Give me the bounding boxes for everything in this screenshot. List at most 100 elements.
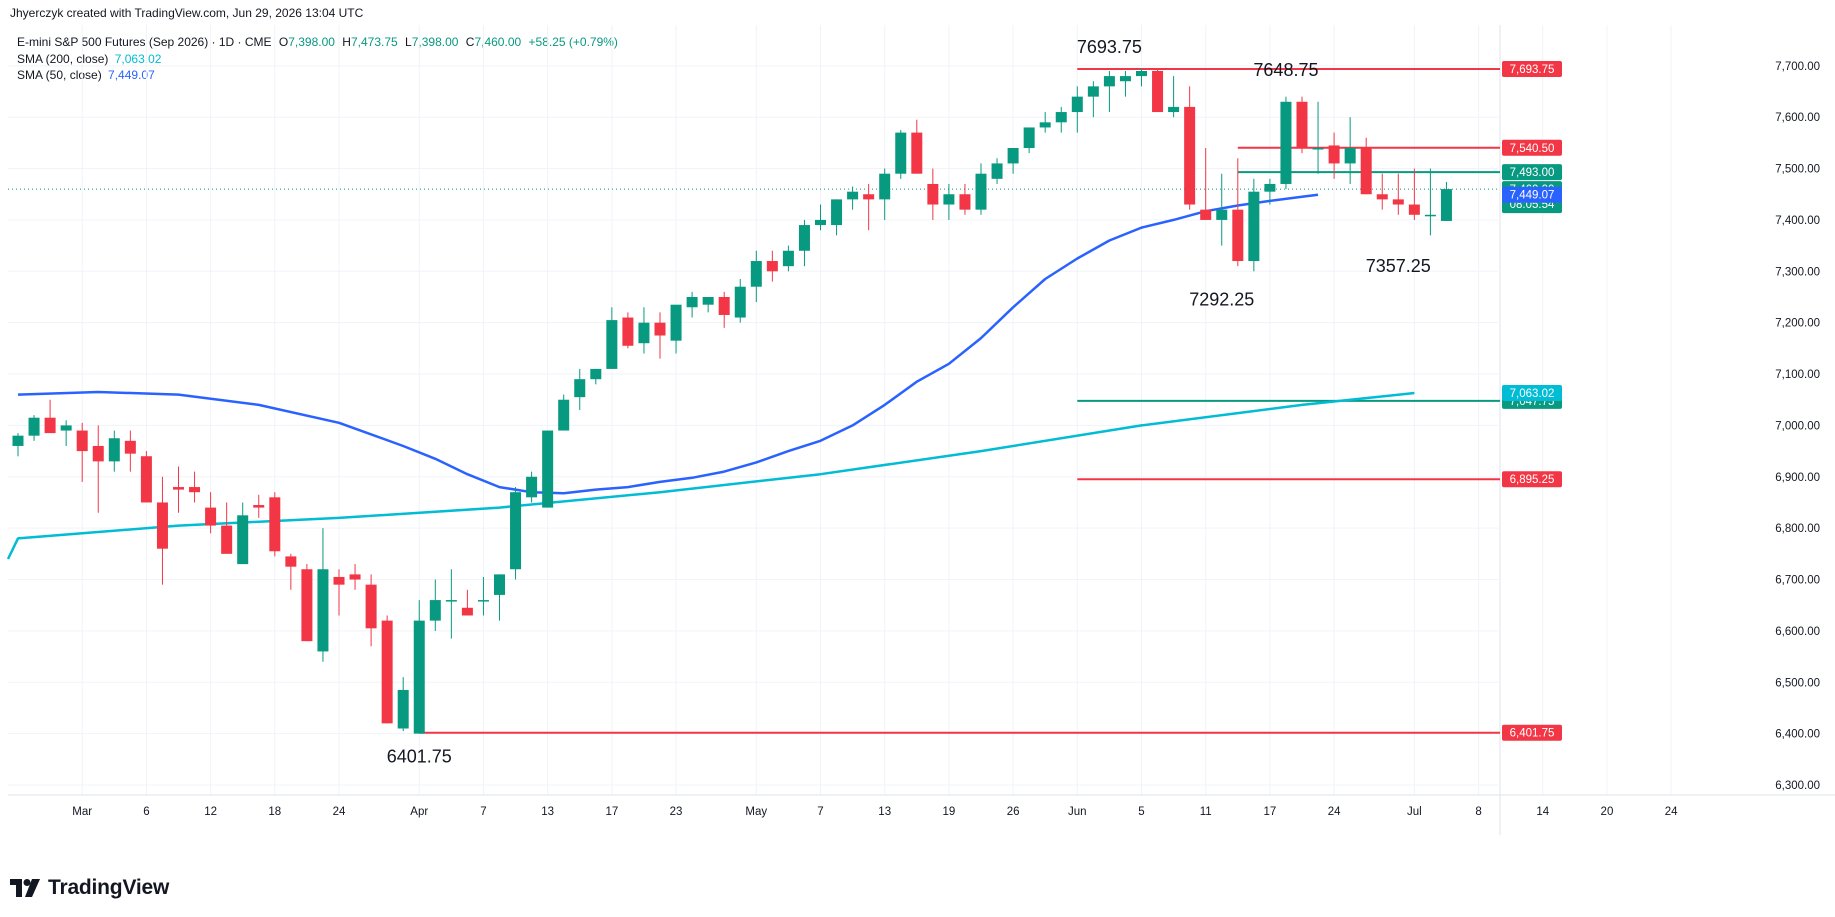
candle-up (429, 579, 441, 631)
candle-body (1424, 214, 1436, 217)
candle-body (815, 219, 826, 226)
price-annotation: 6401.75 (387, 747, 452, 767)
time-tick-label: 12 (204, 806, 217, 818)
price-tick-label: 6,900.00 (1775, 472, 1820, 484)
candle-body (28, 417, 40, 436)
candle-up (1071, 86, 1083, 133)
candle-body (92, 445, 104, 462)
candle-up (317, 528, 329, 662)
candle-body (798, 225, 810, 251)
candle-up (638, 307, 650, 354)
candle-up (12, 433, 24, 457)
level-badge-bg (1502, 139, 1562, 156)
candle-down (1376, 173, 1388, 210)
candle-down (1328, 132, 1340, 179)
price-axis[interactable]: 6,300.00 6,400.00 6,500.00 6,600.00 6,700.00… (1775, 61, 1820, 792)
candle-up (895, 130, 907, 179)
time-tick-label: 18 (268, 806, 281, 818)
candle-body (1136, 70, 1147, 77)
candle-body (991, 163, 1003, 179)
time-tick-label: Jul (1407, 806, 1422, 818)
candle-body (1039, 122, 1051, 128)
candle-down (205, 492, 217, 534)
price-tick-label: 7,600.00 (1775, 112, 1820, 124)
candle-body (863, 194, 875, 200)
level-badge-label: 7,493.00 (1510, 167, 1555, 179)
candle-up (606, 307, 618, 369)
legend-high-value: 7,473.75 (350, 35, 398, 49)
candle-body (622, 317, 634, 346)
candle-up (237, 502, 249, 565)
candle-down (911, 119, 923, 174)
candle-down (221, 502, 233, 554)
candle-body (1264, 183, 1276, 192)
candle-down (124, 430, 136, 472)
candle-body (445, 600, 457, 602)
candle-body (718, 296, 730, 315)
candle-down (718, 291, 730, 328)
candle-up (1248, 178, 1260, 272)
candle-down (156, 476, 168, 585)
chart-grid (8, 25, 1672, 795)
candle-body (237, 515, 249, 565)
candle-up (782, 245, 794, 272)
candle-up (558, 394, 570, 431)
legend-sma200-row[interactable]: SMA (200, close) 7,063.02 (17, 51, 618, 68)
candle-up (1168, 76, 1180, 118)
candle-up (28, 415, 40, 441)
candle-down (44, 399, 56, 434)
tradingview-logo: TradingView (10, 876, 169, 900)
candle-down (1232, 158, 1244, 267)
candle-up (60, 420, 72, 446)
candle-body (413, 620, 425, 734)
candle-body (44, 417, 56, 434)
legend-symbol-row: E-mini S&P 500 Futures (Sep 2026) · 1D ·… (17, 34, 618, 51)
candle-body (1119, 76, 1131, 82)
price-tick-label: 6,700.00 (1775, 575, 1820, 587)
candle-body (1071, 96, 1083, 113)
candle-body (1408, 204, 1420, 215)
candle-body (124, 440, 136, 454)
candle-body (766, 261, 778, 272)
candle-body (156, 502, 168, 549)
price-tick-label: 7,000.00 (1775, 420, 1820, 432)
time-tick-label: 19 (943, 806, 956, 818)
candle-up (686, 291, 698, 318)
candle-body (959, 194, 971, 210)
candle-up (702, 296, 714, 313)
candle-up (1216, 173, 1228, 246)
candle-body (831, 199, 843, 226)
candle-body (750, 261, 762, 287)
level-badge-label: 7,540.50 (1510, 143, 1555, 155)
candle-up (734, 279, 746, 323)
candle-body (1376, 194, 1388, 200)
candle-body (1200, 209, 1212, 220)
candle-body (927, 183, 939, 205)
candle-body (1232, 209, 1244, 262)
candle-down (269, 492, 281, 557)
candle-up (750, 250, 762, 303)
candle-up (526, 471, 538, 503)
time-tick-label: 14 (1536, 806, 1549, 818)
candle-up (975, 163, 987, 215)
candle-down (1152, 68, 1164, 113)
candle-up (1103, 70, 1115, 113)
candle-body (895, 132, 907, 174)
candle-down (301, 564, 313, 642)
candle-body (510, 492, 522, 570)
candle-up (445, 569, 457, 639)
candle-up (991, 158, 1003, 184)
time-tick-label: 7 (480, 806, 486, 818)
candle-body (140, 456, 152, 503)
price-annotation: 7648.75 (1253, 60, 1318, 80)
price-annotation: 7292.25 (1189, 289, 1254, 309)
candle-body (686, 296, 698, 308)
sma50-badge-label: 7,449.07 (1510, 190, 1555, 202)
candle-body (1360, 148, 1372, 195)
candle-down (1184, 86, 1196, 210)
legend-sma50-row[interactable]: SMA (50, close) 7,449.07 (17, 67, 618, 84)
candle-up (831, 199, 843, 236)
time-tick-label: 5 (1138, 806, 1144, 818)
time-axis[interactable]: Mar 6 12 18 24 Apr 7 13 17 23 May 7 13 19 26 Jun 5 11 17 24… (72, 806, 1678, 818)
